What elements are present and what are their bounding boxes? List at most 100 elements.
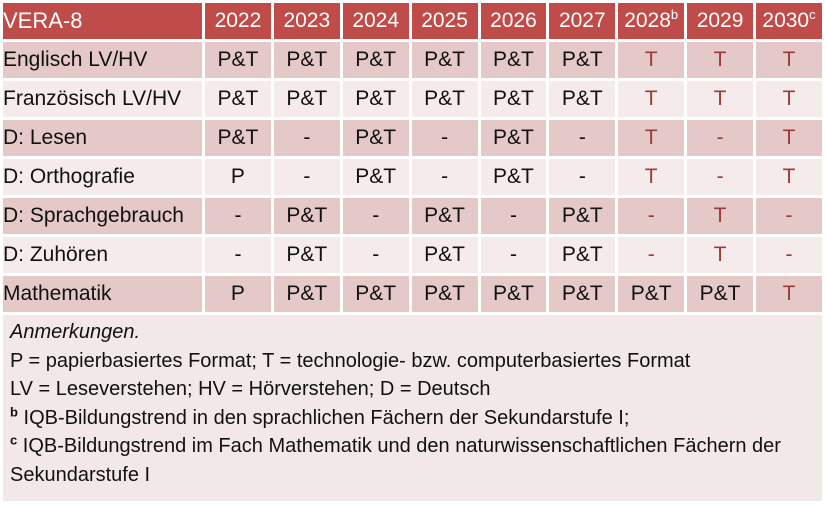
cell: P&T [273,237,340,273]
cell: P&T [205,42,271,78]
cell: P&T [480,120,547,156]
cell: - [549,159,616,195]
cell: P&T [273,42,340,78]
cell: - [411,120,478,156]
year-label: 2023 [283,9,331,32]
notes-title: Anmerkungen. [10,321,141,343]
column-header-2024: 2024 [342,3,409,39]
cell: P&T [549,276,616,312]
cell: P [205,159,271,195]
cell: P&T [480,42,547,78]
row-franzoesisch: Französisch LV/HV P&T P&T P&T P&T P&T P&… [3,81,822,117]
row-d-orthografie: D: Orthografie P - P&T - P&T - T - T [3,159,822,195]
year-label: 2029 [696,9,744,32]
note-footnote-c: c IQB-Bildungstrend im Fach Mathematik u… [10,432,813,489]
cell: - [687,120,753,156]
cell: P&T [687,276,753,312]
cell: P&T [411,81,478,117]
cell: P&T [411,276,478,312]
row-englisch: Englisch LV/HV P&T P&T P&T P&T P&T P&T T… [3,42,822,78]
header-row: VERA-8 2022 2023 2024 2025 2026 2027 202… [3,3,822,39]
cell: P&T [480,81,547,117]
cell: P&T [342,276,409,312]
cell: - [756,198,822,234]
row-label: D: Orthografie [3,159,202,195]
column-header-2025: 2025 [411,3,478,39]
row-label: D: Sprachgebrauch [3,198,202,234]
cell: P&T [549,198,616,234]
cell: - [342,237,409,273]
cell: T [756,42,822,78]
year-label: 2026 [490,9,537,32]
cell: P [205,276,271,312]
cell: P&T [480,276,547,312]
column-header-2022: 2022 [205,3,271,39]
cell: - [756,237,822,273]
cell: P&T [205,120,271,156]
notes-section: Anmerkungen. P = papierbasiertes Format;… [3,315,822,501]
year-label: 2024 [352,9,400,32]
note-abbreviation-legend: LV = Leseverstehen; HV = Hörverstehen; D… [10,375,813,404]
header-superscript: b [670,7,679,22]
year-label: 2022 [214,9,262,32]
cell: P&T [273,198,340,234]
note-text: IQB-Bildungstrend im Fach Mathematik und… [10,435,781,486]
cell: - [549,120,616,156]
cell: T [756,159,822,195]
row-d-lesen: D: Lesen P&T - P&T - P&T - T - T [3,120,822,156]
cell: P&T [549,42,616,78]
row-label: D: Zuhören [3,237,202,273]
column-header-2026: 2026 [480,3,547,39]
footnote-marker-c: c [10,432,18,448]
cell: - [480,237,547,273]
cell: T [687,42,753,78]
row-label: Französisch LV/HV [3,81,202,117]
year-label: 2030 [762,9,810,32]
cell: P&T [411,198,478,234]
cell: T [756,81,822,117]
year-label: 2028 [624,9,671,32]
row-label: Mathematik [3,276,202,312]
column-header-2028: 2028b [618,3,685,39]
cell: - [273,120,340,156]
year-label: 2025 [421,9,468,32]
cell: P&T [549,237,616,273]
note-format-legend: P = papierbasiertes Format; T = technolo… [10,347,813,376]
cell: P&T [549,81,616,117]
vera8-schedule-table: VERA-8 2022 2023 2024 2025 2026 2027 202… [3,3,822,312]
cell: - [687,159,753,195]
note-text: IQB-Bildungstrend in den sprachlichen Fä… [17,406,630,429]
cell: - [205,237,271,273]
cell: P&T [342,159,409,195]
cell: T [618,42,685,78]
note-text: LV = Leseverstehen; HV = Hörverstehen; D… [10,378,491,400]
cell: T [687,237,753,273]
cell: P&T [411,237,478,273]
cell: T [687,81,753,117]
footnote-marker-b: b [10,403,18,419]
cell: - [480,198,547,234]
cell: - [205,198,271,234]
note-footnote-b: b IQB-Bildungstrend in den sprachlichen … [10,404,813,433]
cell: T [756,120,822,156]
header-superscript: c [809,7,816,22]
cell: T [618,159,685,195]
cell: P&T [205,81,271,117]
column-header-2023: 2023 [273,3,340,39]
cell: P&T [342,81,409,117]
cell: P&T [273,81,340,117]
cell: - [618,237,685,273]
column-header-2030: 2030c [756,3,822,39]
table-title: VERA-8 [3,3,202,39]
cell: P&T [273,276,340,312]
cell: - [342,198,409,234]
row-d-zuhoeren: D: Zuhören - P&T - P&T - P&T - T - [3,237,822,273]
note-text: P = papierbasiertes Format; T = technolo… [10,349,691,372]
cell: P&T [342,42,409,78]
cell: P&T [342,120,409,156]
column-header-2027: 2027 [549,3,616,39]
row-d-sprachgebrauch: D: Sprachgebrauch - P&T - P&T - P&T - T … [3,198,822,234]
column-header-2029: 2029 [687,3,753,39]
cell: T [756,276,822,312]
cell: T [618,120,685,156]
